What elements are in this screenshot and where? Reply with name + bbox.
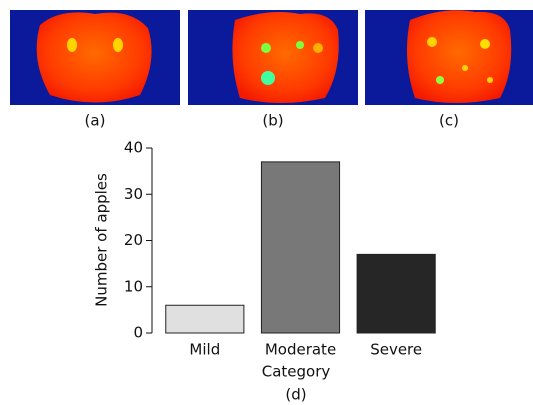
- spot: [487, 77, 493, 83]
- y-tick-label: 10: [124, 277, 143, 295]
- caption: (d): [285, 386, 306, 404]
- spot: [313, 43, 323, 53]
- apple-image: [37, 12, 152, 102]
- spot: [261, 71, 275, 85]
- y-tick-label: 30: [124, 185, 143, 203]
- figure: (a) (b) (c) Category (d) Number of apple…: [0, 0, 533, 405]
- x-axis-label: Category: [262, 363, 331, 381]
- spot: [436, 76, 444, 84]
- spot: [462, 65, 468, 71]
- bar: [166, 305, 244, 333]
- spot: [67, 38, 77, 52]
- y-tick-label: 40: [124, 139, 143, 157]
- panel-a: [10, 10, 180, 105]
- apple-image: [232, 12, 338, 103]
- x-tick-label: Moderate: [265, 341, 336, 359]
- panel-b: [188, 10, 358, 105]
- spot: [296, 41, 304, 49]
- panel-label: (a): [85, 112, 106, 130]
- bar: [261, 162, 339, 333]
- panel-c: [365, 10, 533, 105]
- y-tick-label: 20: [124, 231, 143, 249]
- y-tick-label: 0: [133, 324, 143, 342]
- bar: [357, 254, 435, 333]
- y-axis-label: Number of apples: [93, 173, 111, 307]
- spot: [427, 37, 437, 47]
- apple-image: [407, 10, 511, 103]
- panel-label: (b): [262, 112, 283, 130]
- panel-label: (c): [439, 112, 459, 130]
- spot: [261, 43, 271, 53]
- spot: [480, 39, 490, 49]
- spot: [113, 38, 123, 52]
- x-tick-label: Mild: [189, 341, 220, 359]
- x-tick-label: Severe: [370, 341, 422, 359]
